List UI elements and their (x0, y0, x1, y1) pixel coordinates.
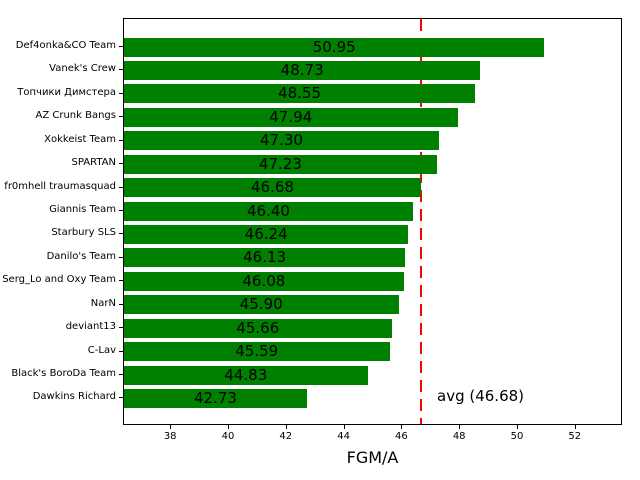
bar: 48.55 (124, 84, 476, 104)
bar: 47.23 (124, 154, 437, 174)
y-tick-label: Black's BoroDa Team (11, 368, 116, 380)
y-tick-label: Serg_Lo and Oxy Team (2, 274, 116, 286)
y-tick-label: fr0mhell traumasquad (4, 180, 116, 192)
bar: 46.08 (124, 271, 404, 291)
x-tick-mark (170, 425, 172, 429)
bar: 45.59 (124, 342, 390, 362)
y-tick-label: deviant13 (65, 321, 116, 333)
y-tick-mark (119, 116, 123, 118)
bar-value-label: 46.13 (243, 248, 287, 267)
bar-value-label: 44.83 (224, 365, 268, 384)
bar-value-label: 42.73 (193, 388, 237, 407)
x-tick-label: 46 (395, 431, 408, 442)
bar-value-label: 48.55 (278, 84, 322, 103)
x-axis-label: FGM/A (346, 448, 399, 467)
x-tick-mark (285, 425, 287, 429)
y-tick-mark (119, 139, 123, 141)
average-annotation: avg (46.68) (437, 387, 525, 405)
y-tick-mark (119, 374, 123, 376)
bar: 50.95 (124, 37, 545, 57)
x-tick-mark (228, 425, 229, 429)
x-tick-label: 48 (452, 431, 466, 442)
y-tick-mark (119, 350, 123, 352)
y-tick-mark (119, 397, 123, 399)
y-tick-mark (119, 256, 123, 258)
bar-value-label: 50.95 (312, 37, 356, 56)
x-tick-mark (401, 425, 403, 429)
y-tick-mark (119, 327, 123, 329)
x-tick-mark (574, 425, 576, 429)
bar: 45.66 (124, 318, 392, 338)
bar-value-label: 45.66 (236, 318, 280, 337)
y-tick-mark (119, 46, 123, 47)
y-tick-mark (119, 186, 123, 188)
bar-value-label: 46.40 (247, 201, 290, 220)
y-tick-label: SPARTAN (71, 157, 116, 169)
bar: 48.73 (124, 60, 481, 80)
bar: 47.30 (124, 131, 439, 151)
bar: 46.68 (124, 178, 421, 198)
bar-value-label: 45.90 (239, 295, 283, 314)
y-tick-mark (119, 233, 123, 235)
bar: 46.13 (124, 248, 406, 268)
y-tick-label: Giannis Team (49, 204, 116, 216)
y-tick-mark (119, 163, 123, 165)
y-tick-label: Starbury SLS (51, 227, 116, 239)
y-tick-label: Dawkins Richard (32, 391, 116, 403)
y-tick-mark (119, 303, 123, 305)
plot-area: avg (46.68) 50.95 48.73 48.55 47.94 47.30 47.… (123, 18, 622, 425)
y-tick-label: C-Lav (87, 344, 116, 356)
bar: 42.73 (124, 388, 307, 408)
y-tick-label: Danilo's Team (46, 250, 116, 262)
bar-value-label: 46.08 (242, 271, 286, 290)
bar-value-label: 47.23 (258, 154, 302, 173)
bar-value-label: 46.24 (244, 224, 288, 243)
y-tick-label: Топчики Димстера (17, 86, 116, 98)
y-tick-label: AZ Crunk Bangs (35, 110, 117, 122)
y-tick-mark (119, 92, 123, 94)
bar: 46.40 (124, 201, 413, 221)
y-tick-label: NarN (90, 297, 116, 309)
y-tick-mark (119, 280, 123, 282)
bar: 45.90 (124, 295, 399, 315)
y-tick-label: Vanek's Crew (49, 63, 116, 75)
average-line (420, 19, 422, 424)
x-tick-mark (459, 425, 461, 429)
bar-value-label: 48.73 (280, 60, 324, 79)
x-tick-label: 52 (568, 431, 582, 442)
bar-value-label: 47.94 (269, 107, 313, 126)
y-tick-label: Xokkeist Team (44, 133, 116, 145)
bar-value-label: 45.59 (235, 342, 279, 361)
y-tick-label: Def4onka&CO Team (15, 40, 116, 51)
x-tick-label: 38 (163, 431, 177, 442)
y-tick-mark (119, 210, 123, 212)
x-tick-label: 40 (221, 431, 235, 442)
bar-value-label: 47.30 (260, 131, 303, 150)
x-tick-mark (517, 425, 518, 429)
x-tick-label: 50 (510, 431, 524, 442)
bar: 44.83 (124, 365, 368, 385)
y-tick-mark (119, 69, 123, 71)
bar: 47.94 (124, 107, 458, 127)
x-tick-label: 42 (279, 431, 293, 442)
x-tick-mark (343, 425, 345, 429)
bar-value-label: 46.68 (251, 178, 294, 197)
x-tick-label: 44 (337, 431, 350, 442)
bar: 46.24 (124, 224, 409, 244)
